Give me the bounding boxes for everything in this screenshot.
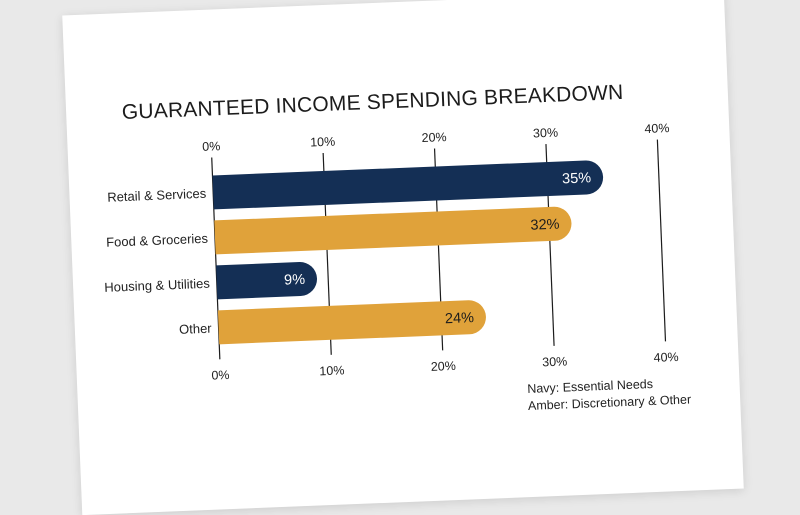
bar-0 bbox=[212, 160, 604, 210]
bar-chart: GUARANTEED INCOME SPENDING BREAKDOWN 35%… bbox=[104, 81, 692, 413]
category-label-1: Food & Groceries bbox=[106, 231, 209, 250]
legend: Navy: Essential Needs Amber: Discretiona… bbox=[527, 377, 692, 413]
x-tick-label-top-20: 20% bbox=[421, 130, 447, 145]
x-tick-label-top-0: 0% bbox=[202, 139, 221, 154]
bar-3 bbox=[217, 300, 486, 345]
x-tick-label-bottom-0: 0% bbox=[211, 368, 230, 383]
x-tick-label-bottom-40: 40% bbox=[653, 350, 679, 365]
data-label-3: 24% bbox=[445, 310, 475, 327]
bar-1 bbox=[214, 206, 572, 255]
data-label-2: 9% bbox=[284, 272, 306, 289]
bar-layer: 35% 32% 9% 24% bbox=[212, 160, 604, 345]
chart-title: GUARANTEED INCOME SPENDING BREAKDOWN bbox=[121, 81, 623, 124]
tick-layer: 0% 0% 10% 10% 20% 20% 30% 30% 40% 40% bbox=[202, 121, 679, 383]
scene: GUARANTEED INCOME SPENDING BREAKDOWN 35%… bbox=[62, 0, 744, 515]
x-tick-label-top-40: 40% bbox=[644, 121, 670, 136]
data-label-1: 32% bbox=[530, 217, 560, 234]
gridline-40 bbox=[656, 139, 667, 342]
legend-line-discretionary: Amber: Discretionary & Other bbox=[528, 392, 692, 413]
category-label-0: Retail & Services bbox=[107, 186, 207, 205]
x-tick-label-bottom-20: 20% bbox=[431, 359, 457, 374]
x-tick-label-top-10: 10% bbox=[310, 135, 336, 150]
data-label-0: 35% bbox=[562, 170, 592, 187]
category-label-2: Housing & Utilities bbox=[104, 276, 211, 295]
category-layer: Retail & Services Food & Groceries Housing… bbox=[104, 186, 213, 337]
x-tick-label-bottom-30: 30% bbox=[542, 354, 568, 369]
x-tick-label-top-30: 30% bbox=[533, 126, 559, 141]
legend-line-essential: Navy: Essential Needs bbox=[527, 377, 653, 396]
category-label-3: Other bbox=[179, 321, 213, 337]
bar-2 bbox=[216, 262, 318, 300]
x-tick-label-bottom-10: 10% bbox=[319, 363, 345, 378]
